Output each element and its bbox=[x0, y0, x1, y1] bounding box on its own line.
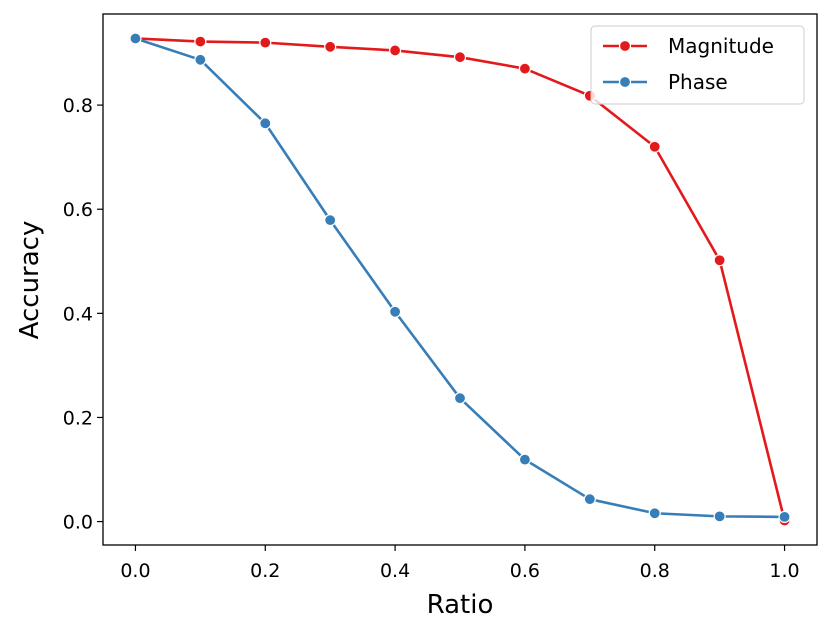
magnitude-point bbox=[388, 44, 402, 57]
x-tick-label: 1.0 bbox=[769, 560, 799, 582]
legend-swatch-marker bbox=[618, 75, 632, 89]
magnitude-point bbox=[259, 36, 272, 49]
phase-point bbox=[453, 392, 467, 405]
x-tick-label: 0.8 bbox=[640, 560, 670, 582]
phase-point bbox=[388, 305, 402, 318]
y-tick-label: 0.0 bbox=[63, 512, 93, 534]
phase-point bbox=[778, 510, 791, 523]
y-axis-title: Accuracy bbox=[15, 221, 45, 340]
y-tick-label: 0.6 bbox=[63, 199, 93, 221]
legend: Magnitude Phase bbox=[590, 25, 805, 105]
magnitude-point bbox=[648, 140, 661, 153]
x-tick-label: 0.2 bbox=[250, 560, 280, 582]
y-tick-label: 0.4 bbox=[63, 303, 93, 325]
phase-point bbox=[518, 453, 532, 466]
legend-label: Phase bbox=[668, 70, 728, 94]
magnitude-point bbox=[453, 51, 467, 64]
magnitude-point bbox=[713, 254, 726, 267]
y-tick-label: 0.8 bbox=[63, 95, 93, 117]
legend-label: Magnitude bbox=[668, 34, 774, 58]
phase-point bbox=[324, 214, 337, 227]
legend-item-phase: Phase bbox=[603, 70, 728, 94]
magnitude-point bbox=[324, 40, 337, 53]
series-phase bbox=[129, 32, 791, 523]
y-tick-label: 0.2 bbox=[63, 407, 93, 429]
x-tick-label: 0.6 bbox=[510, 560, 540, 582]
phase-point bbox=[259, 117, 272, 130]
magnitude-point bbox=[518, 62, 532, 75]
magnitude-point bbox=[194, 35, 207, 48]
phase-point bbox=[713, 510, 726, 523]
phase-point bbox=[583, 493, 596, 506]
legend-swatch-marker bbox=[618, 39, 632, 53]
x-tick-label: 0.0 bbox=[120, 560, 150, 582]
phase-point bbox=[129, 32, 142, 45]
phase-point bbox=[194, 53, 207, 66]
legend-item-magnitude: Magnitude bbox=[603, 34, 774, 58]
x-tick-label: 0.4 bbox=[380, 560, 410, 582]
x-axis-title: Ratio bbox=[427, 590, 494, 620]
phase-point bbox=[648, 507, 661, 520]
